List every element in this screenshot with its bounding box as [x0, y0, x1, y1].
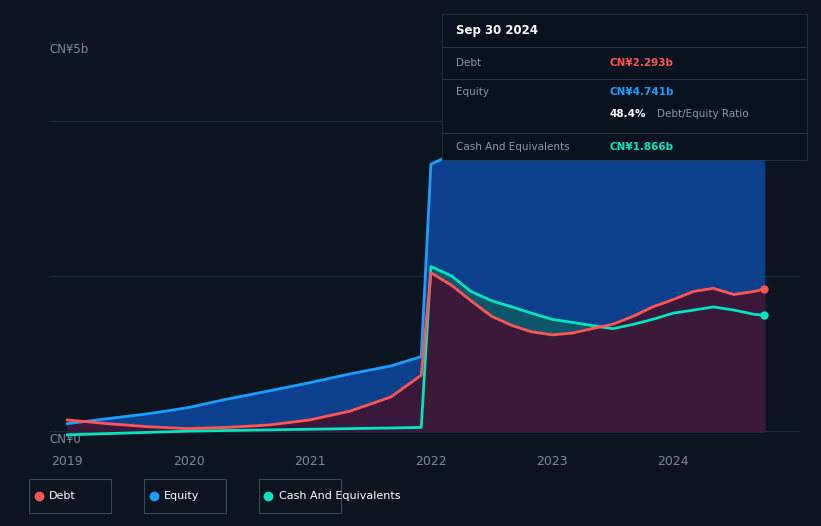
Text: Cash And Equivalents: Cash And Equivalents: [456, 142, 570, 152]
Text: CN¥1.866b: CN¥1.866b: [610, 142, 674, 152]
Text: CN¥4.741b: CN¥4.741b: [610, 87, 674, 97]
Text: Equity: Equity: [456, 87, 489, 97]
Text: Equity: Equity: [164, 491, 200, 501]
Text: CN¥2.293b: CN¥2.293b: [610, 58, 674, 68]
Text: Cash And Equivalents: Cash And Equivalents: [279, 491, 401, 501]
Text: CN¥0: CN¥0: [49, 433, 81, 446]
Text: Debt: Debt: [49, 491, 76, 501]
Text: 48.4%: 48.4%: [610, 109, 646, 119]
Text: Debt: Debt: [456, 58, 481, 68]
Text: Sep 30 2024: Sep 30 2024: [456, 24, 539, 37]
Text: CN¥5b: CN¥5b: [49, 43, 89, 56]
Text: Debt/Equity Ratio: Debt/Equity Ratio: [658, 109, 749, 119]
